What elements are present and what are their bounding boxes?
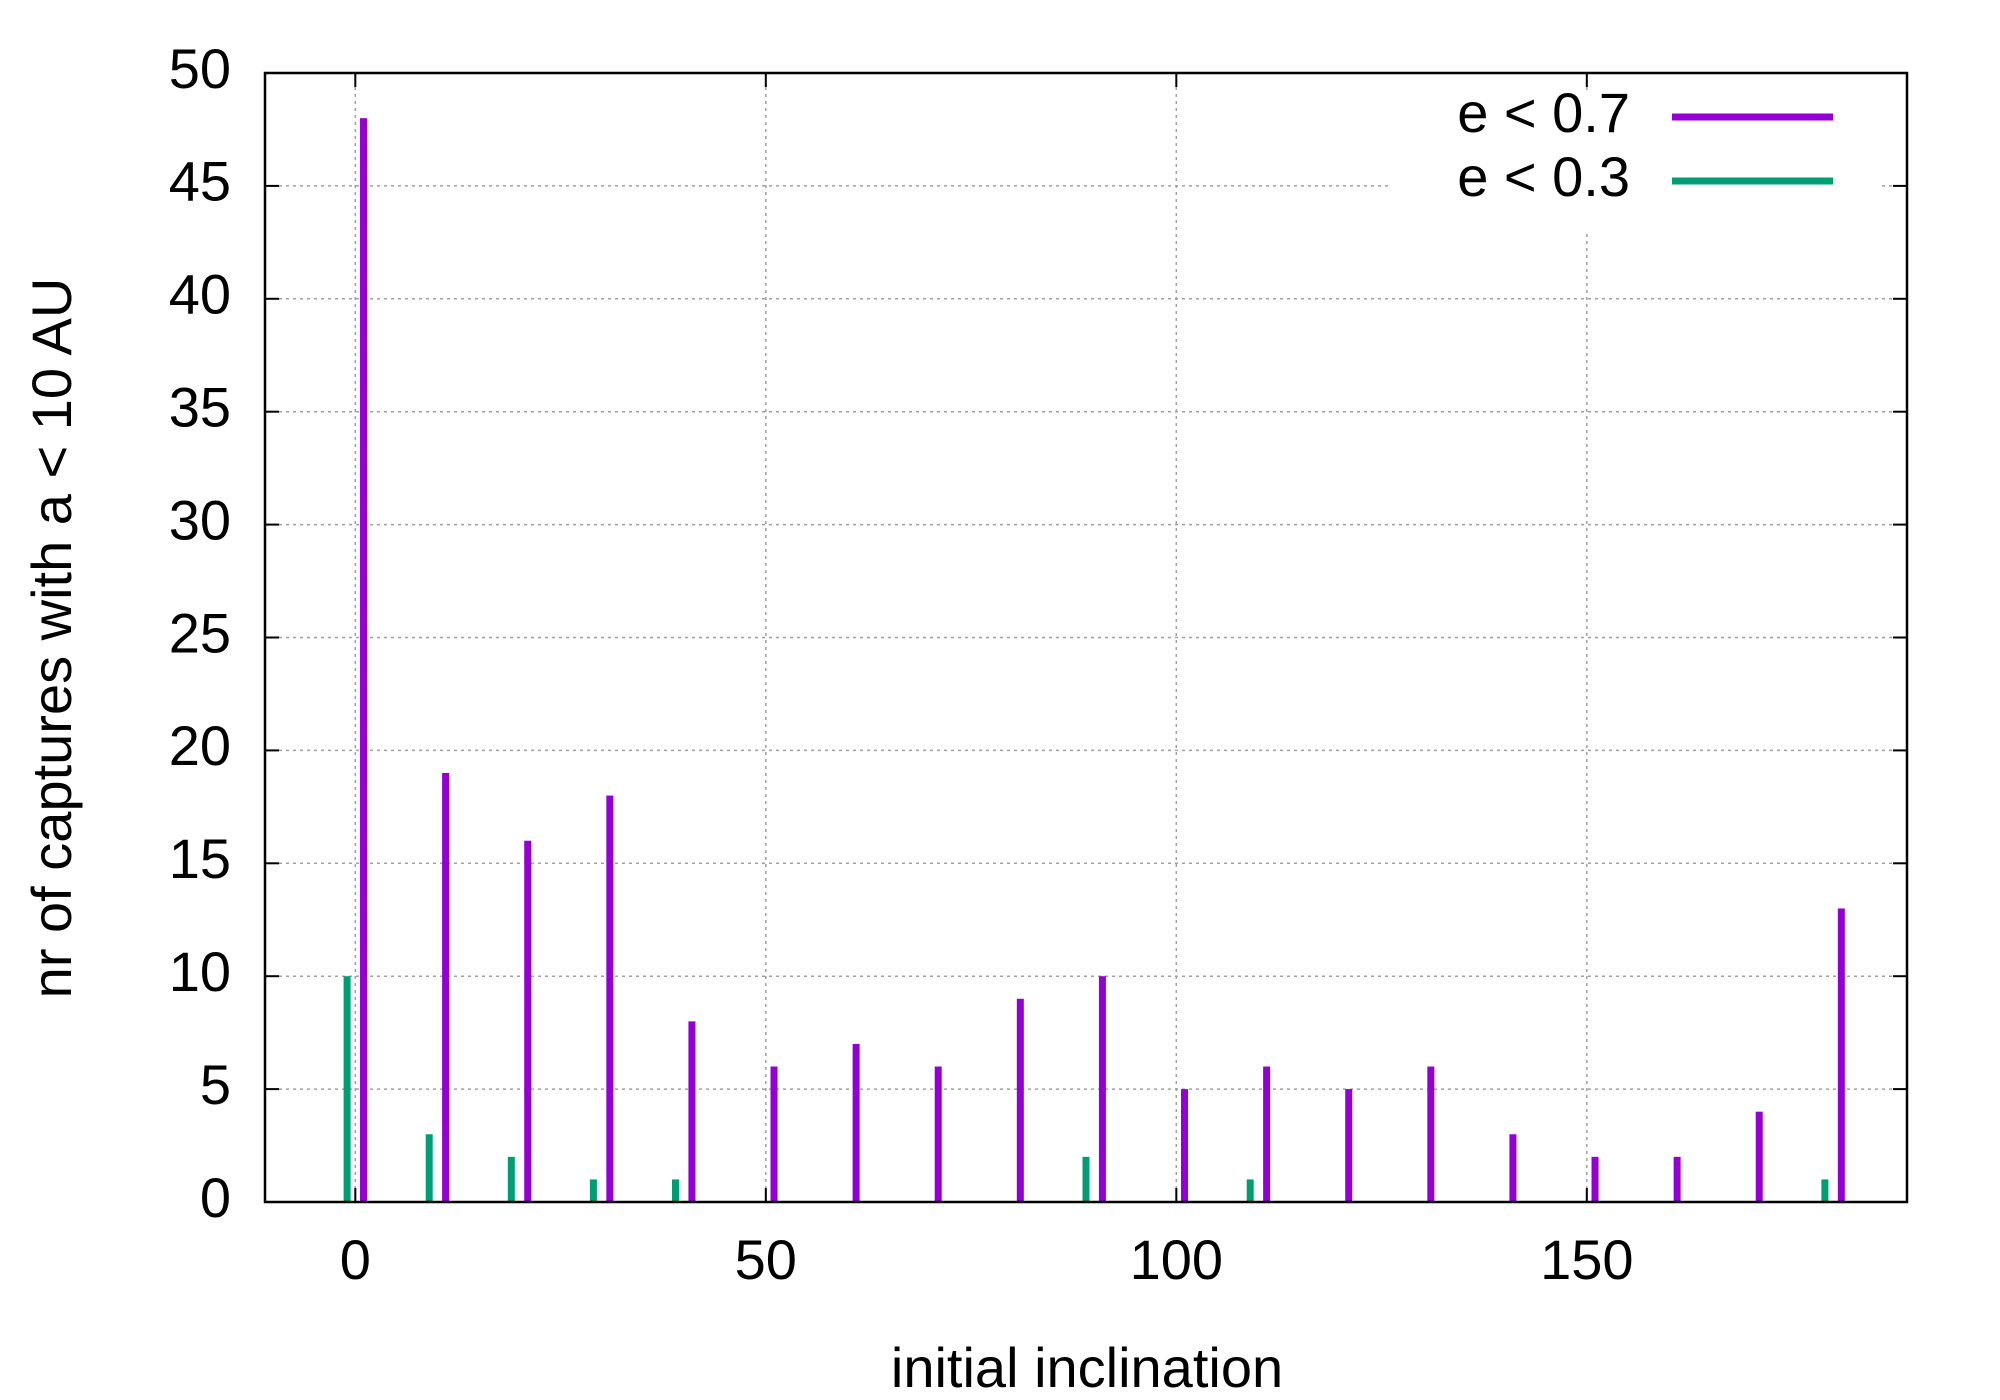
bar <box>1673 1156 1681 1202</box>
bar <box>1016 998 1024 1202</box>
bar <box>507 1156 515 1202</box>
bar <box>1821 1179 1829 1202</box>
x-tick-label: 150 <box>1540 1228 1633 1291</box>
legend-label: e < 0.7 <box>1457 81 1630 144</box>
bar <box>852 1043 860 1202</box>
x-tick-label: 0 <box>340 1228 371 1291</box>
x-tick-label: 50 <box>735 1228 797 1291</box>
y-tick-label: 45 <box>169 150 231 213</box>
bar <box>1837 908 1845 1202</box>
bar <box>1263 1066 1271 1202</box>
bar <box>934 1066 942 1202</box>
bar <box>425 1134 433 1202</box>
bar <box>524 840 532 1202</box>
bar <box>1591 1156 1599 1202</box>
y-tick-label: 40 <box>169 263 231 326</box>
bar <box>1345 1089 1353 1202</box>
bar <box>770 1066 778 1202</box>
y-tick-label: 50 <box>169 37 231 100</box>
bar <box>672 1179 679 1202</box>
bar <box>606 795 614 1202</box>
bar <box>1427 1066 1435 1202</box>
y-tick-label: 0 <box>200 1166 231 1229</box>
y-tick-label: 10 <box>169 940 231 1003</box>
bar <box>343 976 351 1202</box>
y-tick-label: 20 <box>169 714 231 777</box>
bar <box>589 1179 597 1202</box>
bar <box>360 118 368 1202</box>
plot-frame <box>263 71 1909 1204</box>
bar <box>1181 1089 1189 1202</box>
bar <box>1246 1179 1254 1202</box>
bar <box>1755 1111 1763 1202</box>
y-axis-label: nr of captures with a < 10 AU <box>20 278 83 999</box>
bar <box>442 772 450 1202</box>
y-tick-label: 25 <box>169 601 231 664</box>
bar <box>1509 1134 1517 1202</box>
bar <box>688 1021 696 1202</box>
bar <box>1098 976 1106 1202</box>
legend-label: e < 0.3 <box>1457 145 1630 208</box>
y-tick-label: 35 <box>169 375 231 438</box>
y-tick-label: 30 <box>169 488 231 551</box>
x-tick-label: 100 <box>1130 1228 1223 1291</box>
bar <box>1082 1156 1090 1202</box>
x-axis-label: initial inclination <box>891 1336 1283 1399</box>
y-tick-label: 15 <box>169 827 231 890</box>
y-tick-label: 5 <box>200 1053 231 1116</box>
